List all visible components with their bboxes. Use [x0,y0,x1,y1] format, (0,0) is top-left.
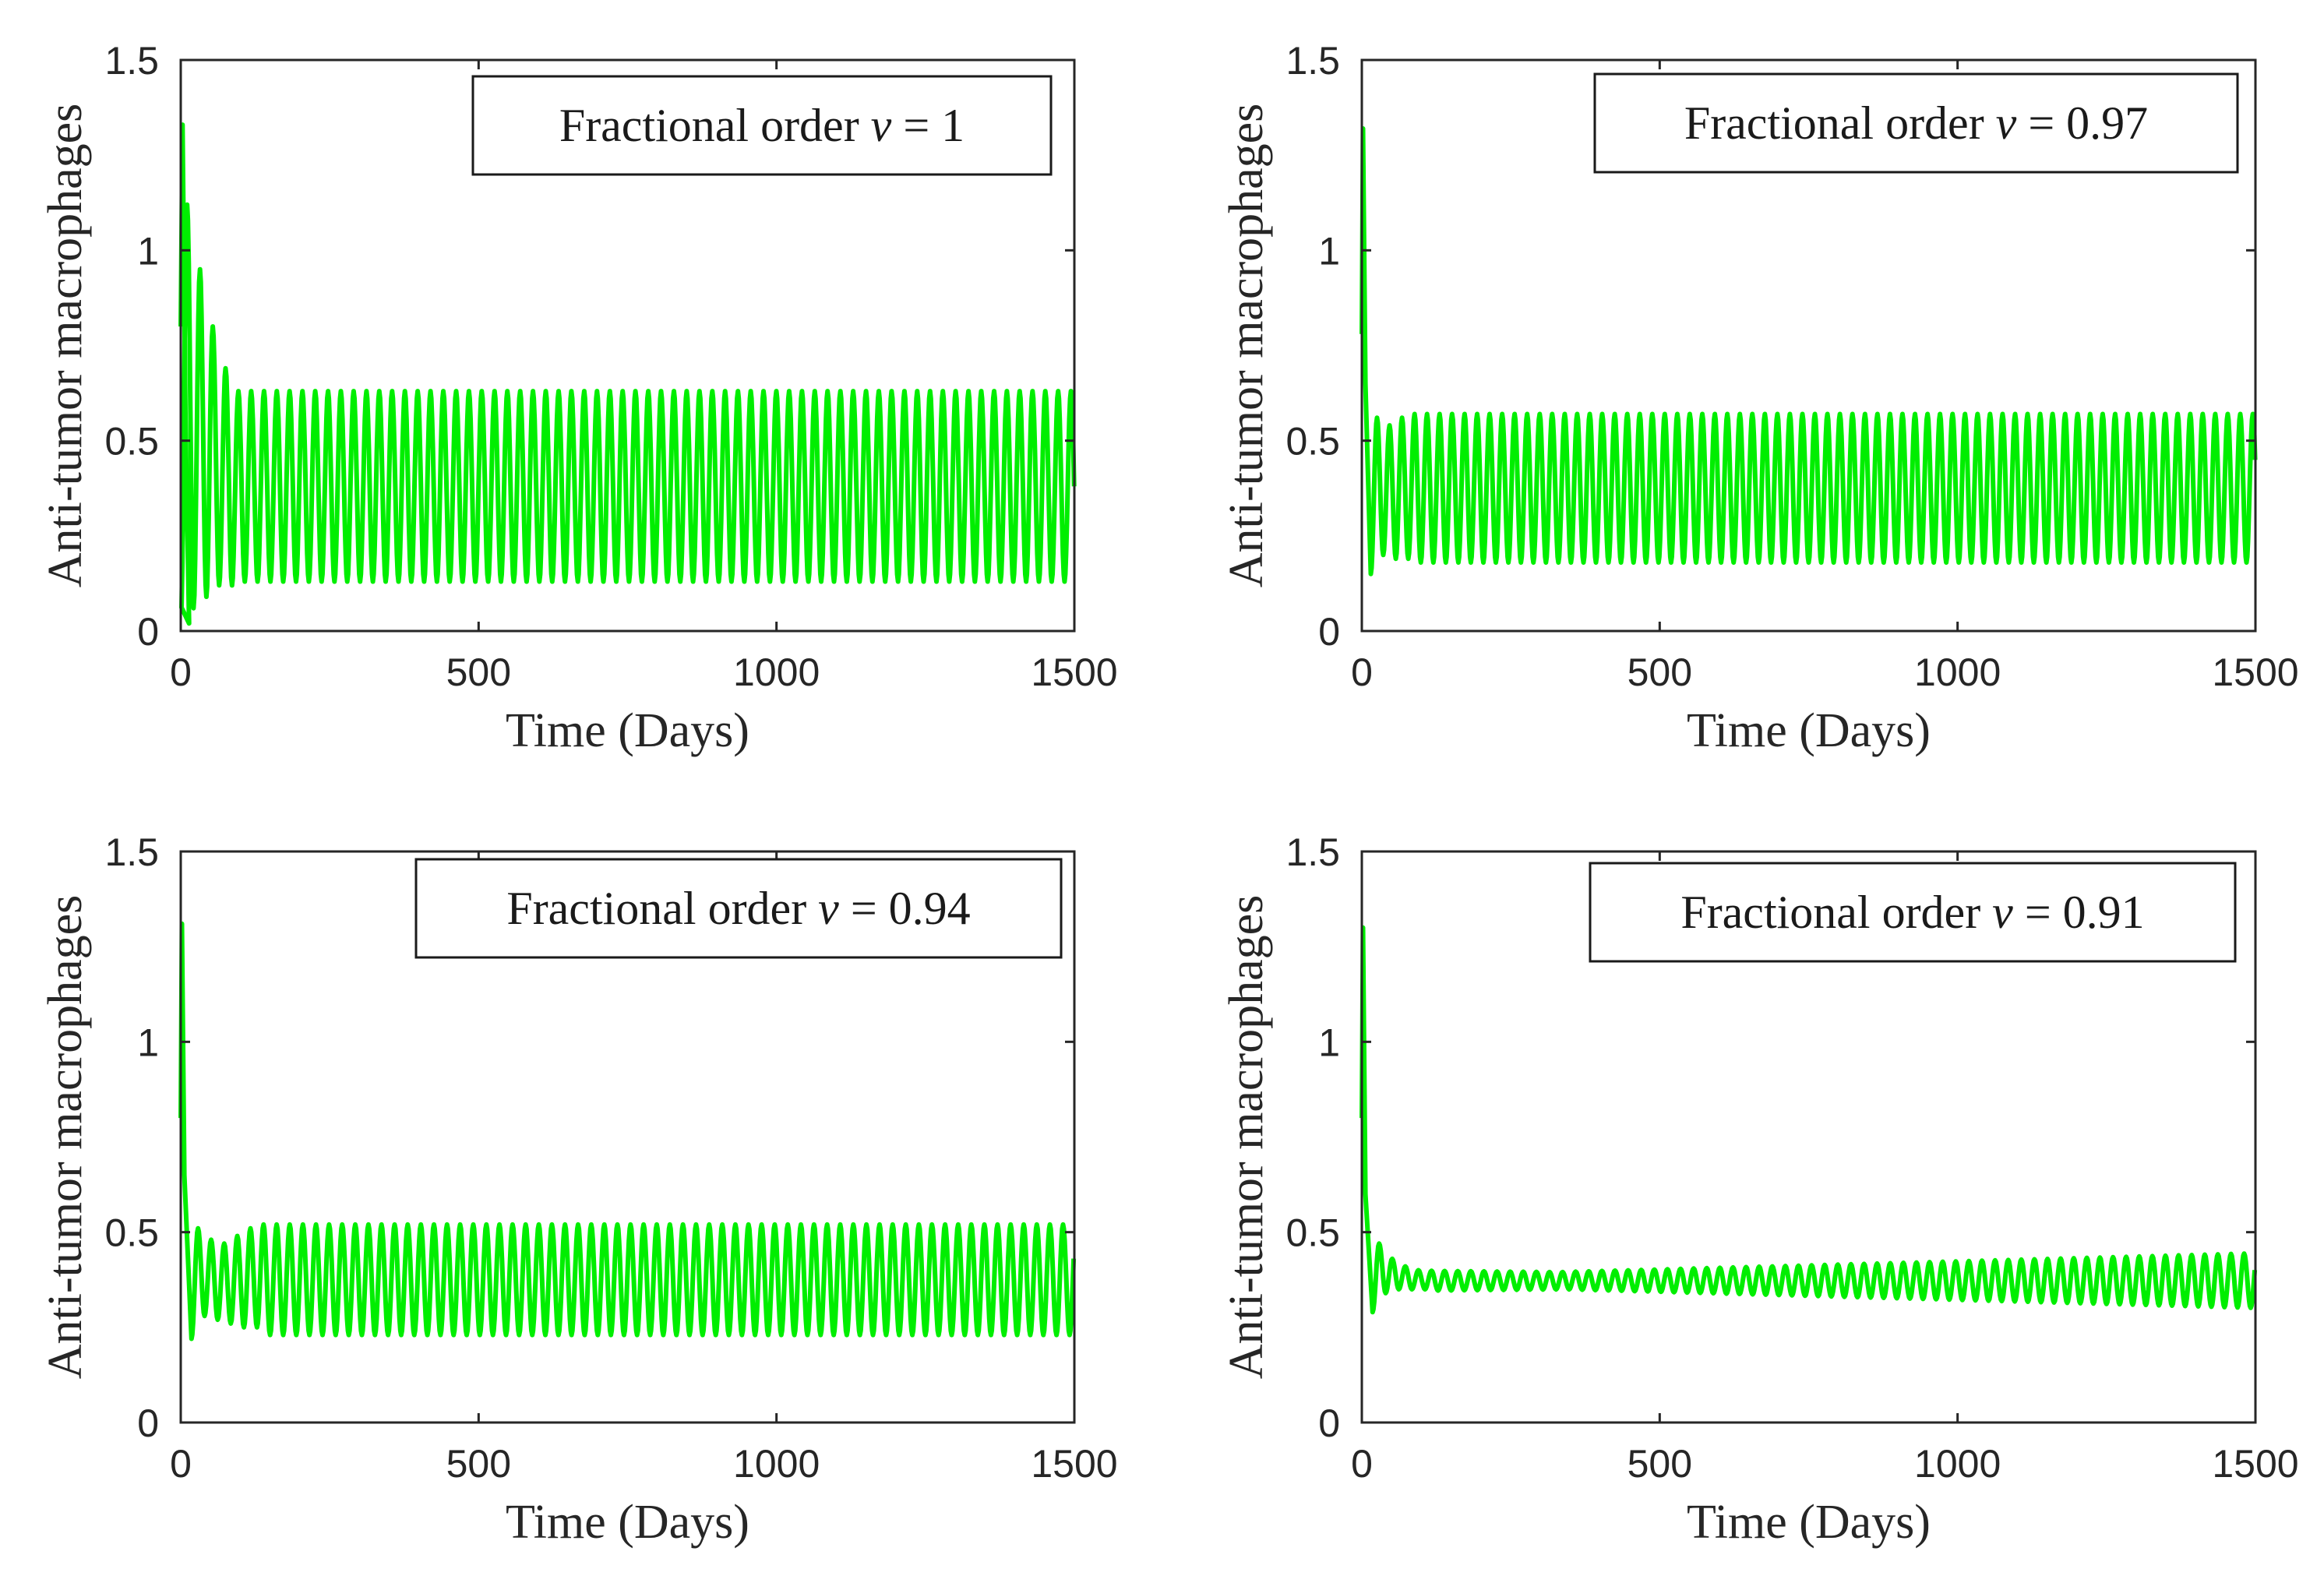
x-tick-label: 0 [170,650,192,694]
series-line-4-1 [1359,925,2258,1315]
x-tick-label: 0 [1351,650,1373,694]
series-line-3-1 [178,921,1077,1341]
x-axis-label: Time (Days) [506,704,749,757]
x-tick-label: 1500 [1031,650,1117,694]
axes-box [179,58,1076,633]
legend-text: Fractional order v = 1 [559,100,965,151]
legend-prefix: Fractional order [1684,97,1996,149]
x-axis-label: Time (Days) [1687,704,1931,757]
legend-box [471,75,1053,176]
x-tick-label: 500 [1628,1442,1692,1486]
legend-prefix: Fractional order [1680,887,1992,938]
y-axis-label: Anti-tumor macrophages [1220,895,1273,1380]
y-tick-label: 1 [1318,1021,1340,1064]
legend: Fractional order v = 0.97 [1593,72,2239,174]
y-tick-label: 1.5 [104,39,159,83]
legend: Fractional order v = 0.91 [1589,862,2237,963]
series-line-2-1 [1359,126,2258,576]
y-tick-label: 0.5 [1285,1211,1340,1255]
x-tick-label: 1500 [2212,650,2298,694]
legend-equals: = [891,100,941,151]
x-tick-label: 1000 [733,1442,820,1486]
legend-variable: v [1996,97,2017,149]
legend-box [414,858,1063,959]
legend-variable: v [818,883,839,934]
y-tick-label: 0 [1318,1401,1340,1445]
legend-equals: = [839,883,889,934]
x-tick-label: 500 [446,650,511,694]
y-tick-label: 0.5 [1285,420,1340,464]
legend-value: 0.97 [2066,97,2148,149]
y-axis-label: Anti-tumor macrophages [39,895,92,1380]
x-tick-label: 0 [170,1442,192,1486]
x-axis-label: Time (Days) [1687,1496,1931,1549]
legend-equals: = [2016,97,2066,149]
chart-panel-4: 0 500 1000 1500 0 0.5 1 1.5 Time (Days) Anti-tumo… [1220,830,2299,1549]
x-tick-label: 1500 [1031,1442,1117,1486]
x-axis-label: Time (Days) [506,1496,749,1549]
legend-prefix: Fractional order [559,100,871,151]
y-tick-label: 1 [137,1021,159,1064]
legend-prefix: Fractional order [506,883,818,934]
x-tick-label: 1500 [2212,1442,2298,1486]
y-axis-label: Anti-tumor macrophages [39,104,92,588]
x-tick-label: 1000 [1914,1442,2001,1486]
y-axis-label: Anti-tumor macrophages [1220,104,1273,588]
legend: Fractional order v = 0.94 [414,858,1063,959]
y-tick-label: 0 [1318,610,1340,654]
legend-box [1589,862,2237,963]
y-tick-label: 0 [137,610,159,654]
y-tick-label: 0.5 [104,1211,159,1255]
x-tick-label: 0 [1351,1442,1373,1486]
x-tick-label: 500 [446,1442,511,1486]
y-tick-label: 1 [1318,229,1340,273]
x-tick-label: 1000 [733,650,820,694]
chart-panel-3: 0 500 1000 1500 0 0.5 1 1.5 Time (Days) Anti-tumo… [39,830,1118,1549]
axes-box [179,850,1076,1424]
legend-text: Fractional order v = 0.97 [1684,97,2148,149]
legend-value: 0.91 [2063,887,2145,938]
axes-box [1360,850,2257,1424]
legend-value: 0.94 [889,883,971,934]
x-tick-label: 500 [1628,650,1692,694]
y-tick-label: 1.5 [1285,830,1340,874]
axes-box [1360,58,2257,633]
legend-equals: = [2013,887,2063,938]
y-tick-label: 1.5 [104,830,159,874]
y-tick-label: 1.5 [1285,39,1340,83]
legend-variable: v [1992,887,2013,938]
series-line-1-1 [178,122,1077,626]
chart-panel-1: 0 500 1000 1500 0 0.5 1 1.5 Time (Days) Anti-tumo… [39,39,1118,757]
chart-panel-2: 0 500 1000 1500 0 0.5 1 1.5 Time (Days) Anti-tumo… [1220,39,2299,757]
y-tick-label: 1 [137,229,159,273]
y-tick-label: 0.5 [104,420,159,464]
y-tick-label: 0 [137,1401,159,1445]
legend-value: 1 [941,100,965,151]
legend: Fractional order v = 1 [471,75,1053,176]
legend-text: Fractional order v = 0.91 [1680,887,2144,938]
legend-variable: v [871,100,892,151]
legend-text: Fractional order v = 0.94 [506,883,970,934]
legend-box [1593,72,2239,174]
x-tick-label: 1000 [1914,650,2001,694]
